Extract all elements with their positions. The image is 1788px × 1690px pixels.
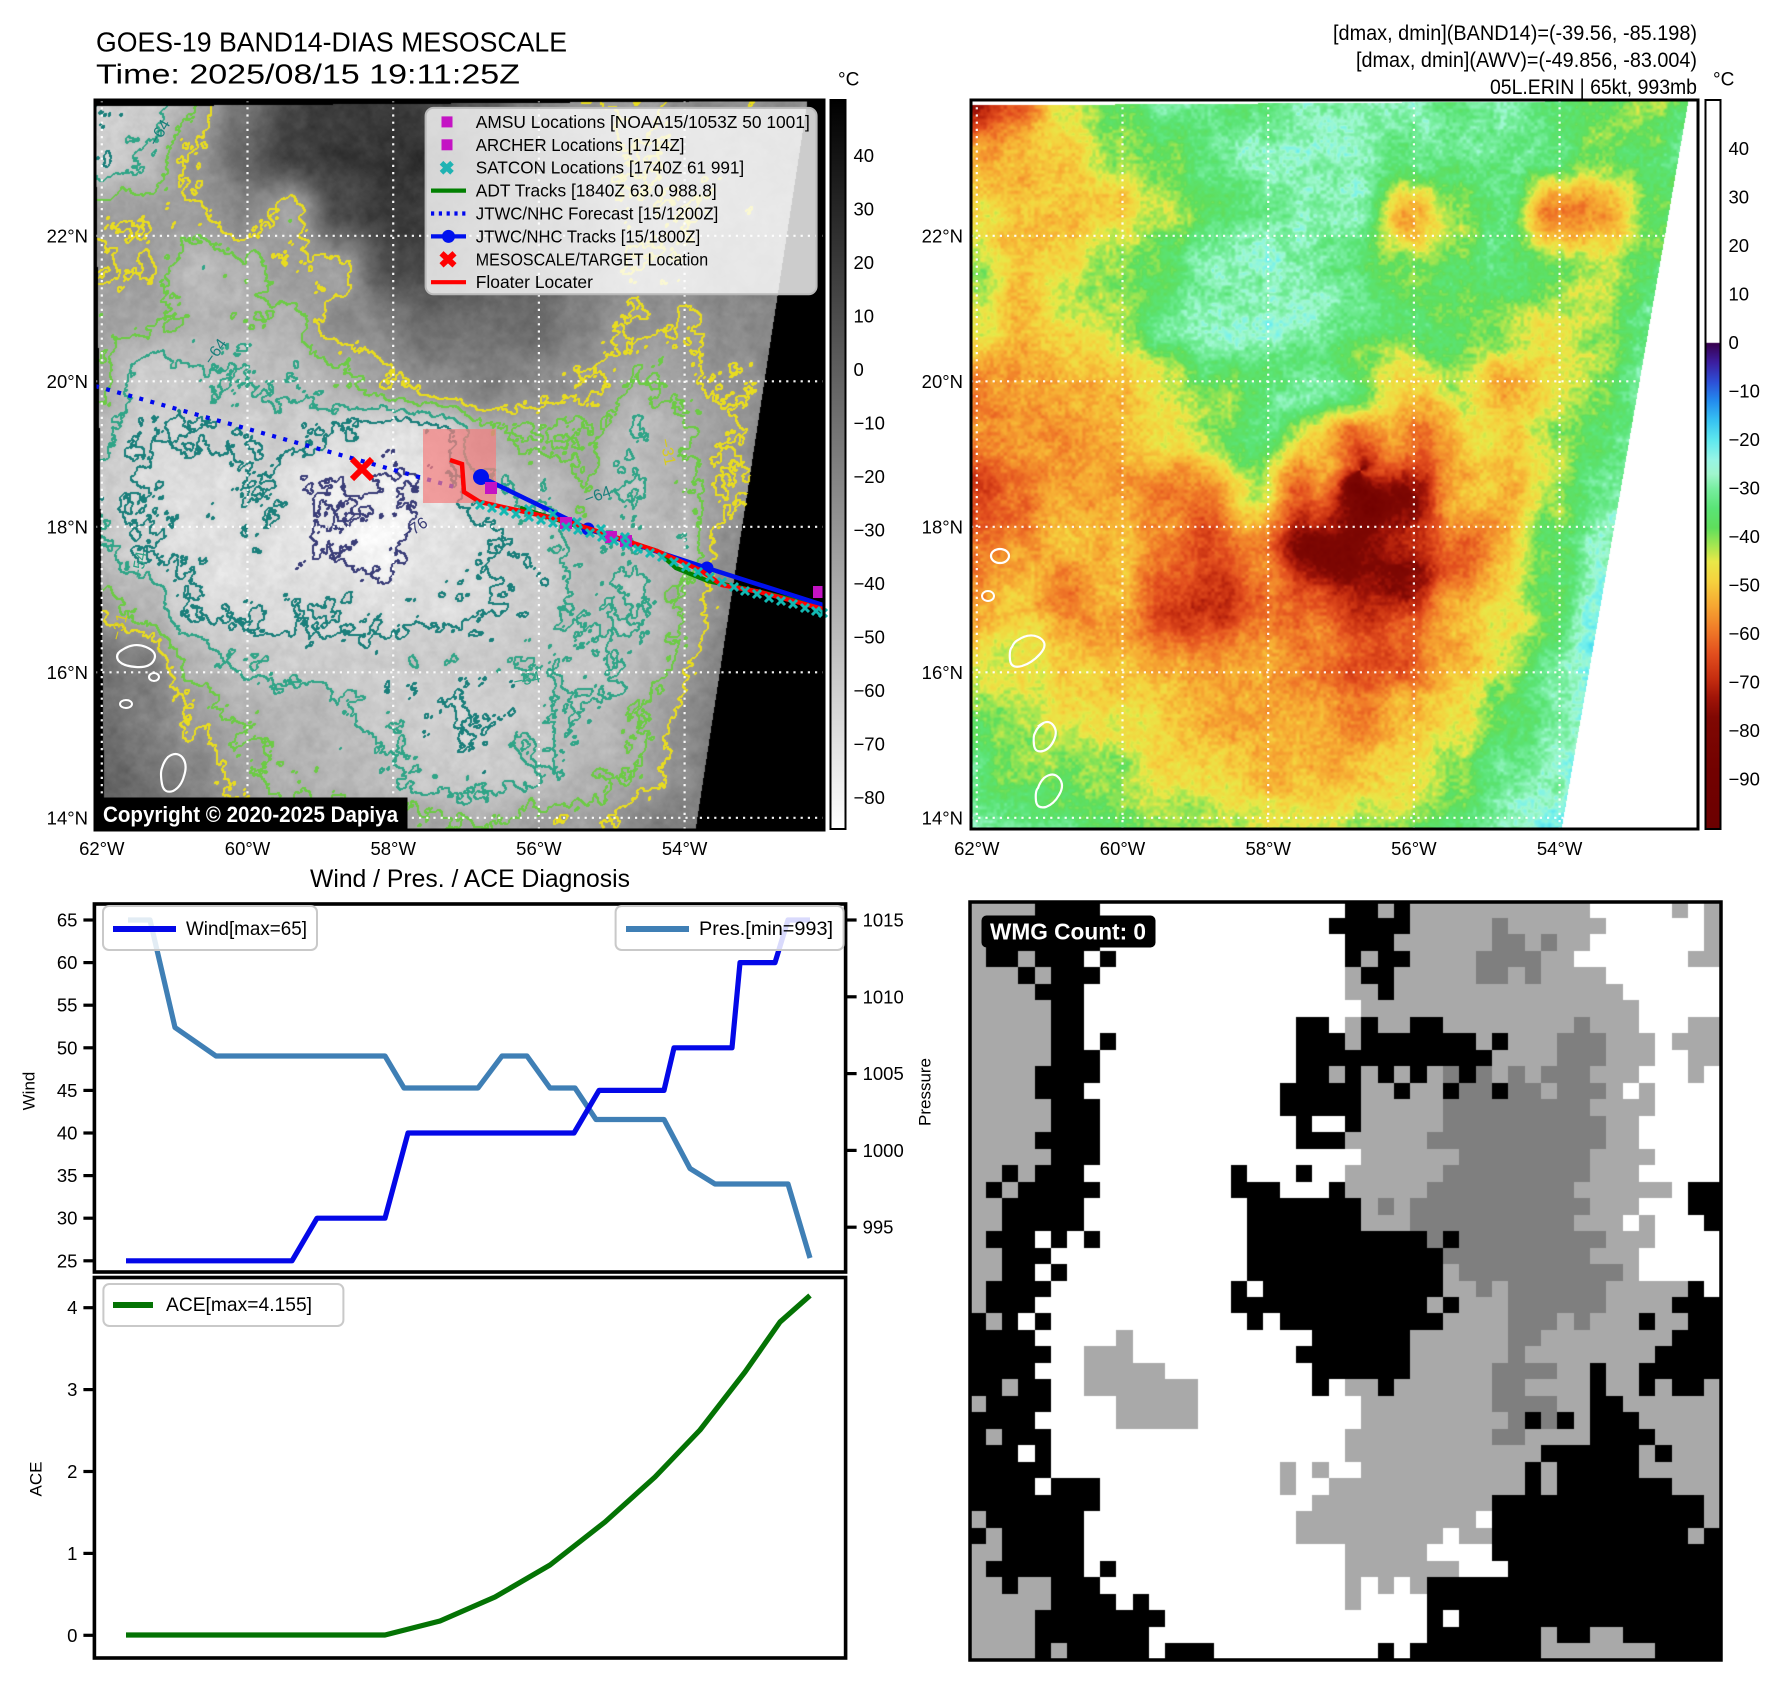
svg-text:2: 2 [67, 1461, 77, 1482]
svg-text:−10: −10 [854, 413, 885, 434]
svg-text:62°W: 62°W [79, 838, 125, 859]
svg-text:−64: −64 [201, 336, 231, 368]
svg-text:[dmax, dmin](BAND14)=(-39.56,: [dmax, dmin](BAND14)=(-39.56, -85.198) [1333, 21, 1697, 45]
svg-text:−20: −20 [854, 466, 885, 487]
svg-text:14°N: 14°N [47, 807, 88, 828]
svg-text:Wind: Wind [20, 1072, 39, 1111]
svg-text:°C: °C [1713, 70, 1734, 91]
svg-text:°C: °C [838, 70, 859, 91]
svg-text:ACE: ACE [27, 1462, 46, 1497]
svg-text:−50: −50 [1729, 575, 1760, 596]
svg-text:−64: −64 [582, 483, 613, 508]
svg-text:25: 25 [57, 1250, 78, 1271]
svg-text:20: 20 [854, 252, 875, 273]
svg-text:20°N: 20°N [922, 371, 963, 392]
svg-text:Time: 2025/08/15 19:11:25Z: Time: 2025/08/15 19:11:25Z [96, 59, 520, 90]
svg-text:AMSU Locations [NOAA15/1053Z 5: AMSU Locations [NOAA15/1053Z 50 1001] [476, 112, 810, 132]
svg-text:GOES-19 BAND14-DIAS MESOSCALE: GOES-19 BAND14-DIAS MESOSCALE [96, 27, 567, 58]
svg-text:−60: −60 [1729, 623, 1760, 644]
svg-text:−40: −40 [854, 573, 885, 594]
svg-text:1010: 1010 [863, 986, 904, 1007]
svg-text:1000: 1000 [863, 1140, 904, 1161]
svg-text:20: 20 [1729, 235, 1750, 256]
svg-text:ADT Tracks [1840Z 63.0 988.8]: ADT Tracks [1840Z 63.0 988.8] [476, 181, 717, 201]
svg-text:40: 40 [854, 145, 875, 166]
svg-text:65: 65 [57, 910, 78, 931]
svg-text:0: 0 [854, 359, 864, 380]
svg-text:54°W: 54°W [662, 838, 708, 859]
svg-text:3: 3 [67, 1379, 77, 1400]
svg-text:20°N: 20°N [47, 371, 88, 392]
svg-text:18°N: 18°N [47, 516, 88, 537]
svg-text:MESOSCALE/TARGET Location: MESOSCALE/TARGET Location [476, 249, 708, 269]
svg-text:−54: −54 [512, 669, 542, 691]
svg-text:55: 55 [57, 995, 78, 1016]
svg-text:58°W: 58°W [370, 838, 416, 859]
svg-text:1: 1 [67, 1543, 77, 1564]
svg-text:Pressure: Pressure [916, 1058, 935, 1126]
svg-text:−50: −50 [854, 627, 885, 648]
svg-text:56°W: 56°W [516, 838, 562, 859]
svg-text:SATCON Locations [1740Z 61 991: SATCON Locations [1740Z 61 991] [476, 158, 744, 178]
svg-text:[dmax, dmin](AWV)=(-49.856, -8: [dmax, dmin](AWV)=(-49.856, -83.004) [1356, 48, 1697, 72]
svg-text:14°N: 14°N [922, 807, 963, 828]
svg-text:−80: −80 [1729, 720, 1760, 741]
svg-text:−90: −90 [1729, 769, 1760, 790]
svg-text:30: 30 [57, 1208, 78, 1229]
svg-text:0: 0 [1729, 332, 1739, 353]
svg-text:40: 40 [1729, 138, 1750, 159]
svg-text:JTWC/NHC Tracks [15/1800Z]: JTWC/NHC Tracks [15/1800Z] [476, 226, 700, 246]
svg-text:−76: −76 [399, 514, 431, 543]
svg-text:−20: −20 [1729, 429, 1760, 450]
svg-text:60°W: 60°W [225, 838, 271, 859]
svg-text:60°W: 60°W [1100, 838, 1146, 859]
svg-text:−80: −80 [854, 787, 885, 808]
svg-text:58°W: 58°W [1245, 838, 1291, 859]
svg-text:Wind / Pres. / ACE Diagnosis: Wind / Pres. / ACE Diagnosis [310, 865, 630, 893]
svg-text:−54: −54 [129, 550, 150, 580]
svg-text:−31: −31 [108, 612, 131, 643]
svg-text:16°N: 16°N [922, 662, 963, 683]
svg-text:60: 60 [57, 952, 78, 973]
svg-text:−40: −40 [1729, 526, 1760, 547]
svg-text:54°W: 54°W [1537, 838, 1583, 859]
svg-text:−70: −70 [854, 734, 885, 755]
svg-text:WMG Count: 0: WMG Count: 0 [990, 919, 1146, 945]
svg-text:1015: 1015 [863, 910, 904, 931]
svg-text:−31: −31 [656, 437, 678, 467]
svg-text:4: 4 [67, 1297, 77, 1318]
svg-text:05L.ERIN | 65kt, 993mb: 05L.ERIN | 65kt, 993mb [1490, 75, 1697, 99]
svg-text:995: 995 [863, 1217, 894, 1238]
svg-text:40: 40 [57, 1123, 78, 1144]
svg-text:10: 10 [854, 306, 875, 327]
svg-text:10: 10 [1729, 284, 1750, 305]
svg-text:35: 35 [57, 1165, 78, 1186]
svg-text:Copyright © 2020-2025 Dapiya: Copyright © 2020-2025 Dapiya [103, 802, 399, 827]
svg-text:0: 0 [67, 1625, 77, 1646]
svg-text:30: 30 [854, 199, 875, 220]
svg-text:Wind[max=65]: Wind[max=65] [186, 918, 307, 940]
svg-text:−30: −30 [854, 520, 885, 541]
svg-text:JTWC/NHC Forecast [15/1200Z]: JTWC/NHC Forecast [15/1200Z] [476, 204, 719, 224]
svg-text:56°W: 56°W [1391, 838, 1437, 859]
svg-text:18°N: 18°N [922, 516, 963, 537]
svg-text:−64: −64 [146, 117, 174, 149]
svg-text:−10: −10 [1729, 381, 1760, 402]
svg-text:45: 45 [57, 1080, 78, 1101]
svg-text:16°N: 16°N [47, 662, 88, 683]
svg-text:50: 50 [57, 1037, 78, 1058]
svg-text:Floater Locater: Floater Locater [476, 272, 593, 292]
svg-text:ACE[max=4.155]: ACE[max=4.155] [166, 1294, 312, 1316]
svg-text:22°N: 22°N [47, 225, 88, 246]
svg-text:−60: −60 [854, 680, 885, 701]
svg-text:ARCHER Locations [1714Z]: ARCHER Locations [1714Z] [476, 135, 685, 155]
svg-text:1005: 1005 [863, 1063, 904, 1084]
svg-text:Pres.[min=993]: Pres.[min=993] [699, 918, 833, 940]
svg-text:−70: −70 [1729, 672, 1760, 693]
svg-text:22°N: 22°N [922, 225, 963, 246]
svg-text:30: 30 [1729, 187, 1750, 208]
svg-text:−30: −30 [1729, 478, 1760, 499]
svg-text:62°W: 62°W [954, 838, 1000, 859]
